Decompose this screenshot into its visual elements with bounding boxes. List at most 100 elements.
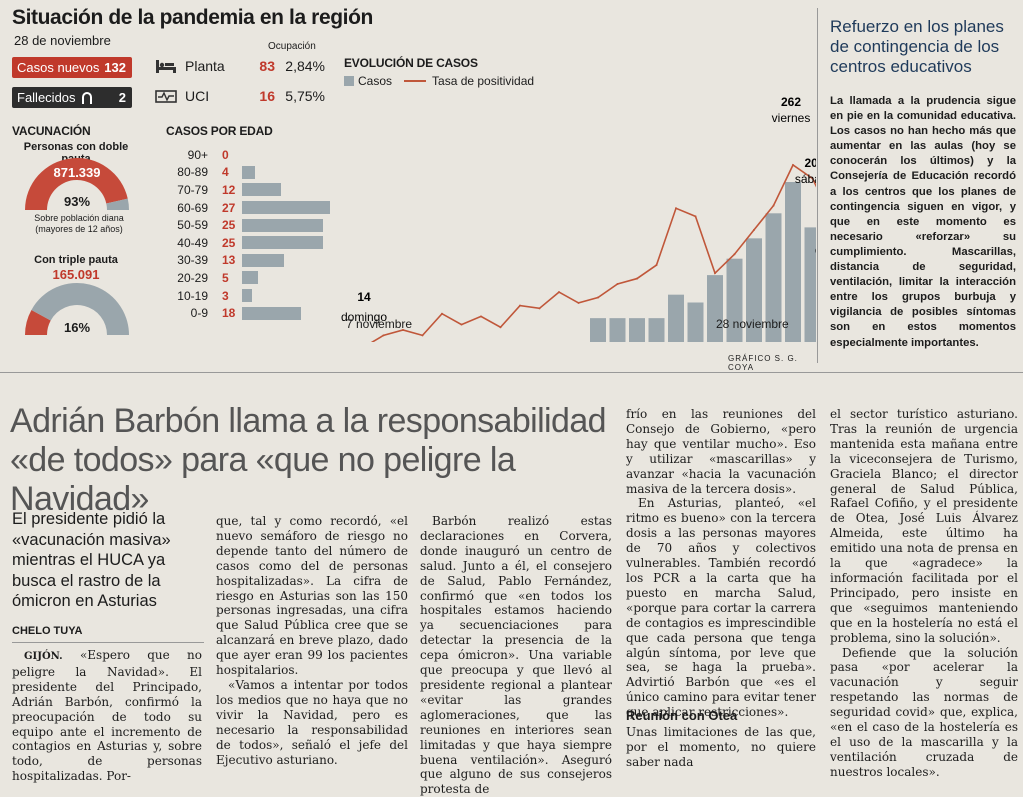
new-cases-label: Casos nuevos [17, 60, 100, 75]
age-bar [242, 271, 259, 285]
chart-annotation: domingo [815, 243, 816, 257]
triple-dose-value: 165.091 [52, 267, 100, 282]
paragraph: «Espero que no peligre la Navidad». El p… [12, 648, 202, 784]
age-row: 30-39 13 [158, 252, 338, 270]
age-label: 10-19 [177, 288, 208, 303]
positivity-point [382, 334, 385, 337]
age-row: 90+ 0 [158, 146, 338, 164]
chart-annotation: 204 [804, 156, 816, 170]
age-bar [242, 253, 285, 267]
paragraph: frío en las reuniones del Consejo de Gob… [626, 407, 816, 496]
column-divider [817, 8, 818, 363]
chart-annotation: domingo [341, 310, 387, 324]
article-column-4: frío en las reuniones del Consejo de Gob… [626, 407, 816, 720]
triple-gauge-fill [25, 309, 51, 335]
evolution-chart: 14domingo1,47%262viernes204sábado6,23%13… [341, 95, 816, 342]
case-bar [648, 318, 665, 342]
article-subhead: Reunión con Otea [626, 708, 738, 723]
paragraph: que, tal y como recordó, «el nuevo semáf… [216, 514, 408, 678]
triple-dose-heading: Con triple pauta [34, 254, 118, 266]
age-bar [242, 165, 256, 179]
deaths-label: Fallecidos [17, 90, 76, 105]
sidebar-headline: Refuerzo en los planes de contingencia d… [830, 17, 1004, 76]
age-bar [242, 201, 330, 215]
chart-annotation: 262 [781, 95, 801, 109]
case-bar [707, 275, 723, 342]
paragraph: Defiende que la solución pasa «por acele… [830, 645, 1018, 779]
new-cases-pill: Casos nuevos 132 [12, 57, 132, 78]
positivity-point [675, 207, 677, 210]
positivity-point [694, 215, 697, 218]
age-label: 0-9 [190, 306, 208, 321]
chart-legend: Casos Tasa de positividad [344, 74, 534, 88]
age-value: 27 [222, 200, 236, 215]
age-bar [242, 236, 324, 250]
paragraph: En Asturias, planteó, «el ritmo es bueno… [626, 496, 816, 720]
chart-title: EVOLUCIÓN DE CASOS [344, 56, 478, 70]
double-gauge-fill [25, 157, 128, 210]
age-value: 13 [222, 253, 236, 268]
case-bar [804, 227, 816, 342]
age-label: 80-89 [177, 165, 208, 180]
double-gauge-rest [106, 198, 129, 210]
positivity-point [597, 296, 599, 299]
article-column-5: el sector turístico asturiano. Tras la r… [830, 407, 1018, 780]
article-byline: CHELO TUYA [12, 625, 83, 637]
age-row: 50-59 25 [158, 216, 338, 234]
age-table: 90+ 0 80-89 4 70-79 12 60-69 27 50-59 25 40-49 25 30… [158, 146, 338, 322]
age-row: 70-79 12 [158, 181, 338, 199]
positivity-point [733, 253, 736, 256]
positivity-point [811, 177, 814, 180]
age-row: 10-19 3 [158, 287, 338, 305]
case-bar [609, 318, 626, 342]
graphic-title: Situación de la pandemia en la región [12, 6, 373, 29]
age-label: 30-39 [177, 253, 208, 268]
occupancy-row-uci: UCI 16 5,75% [155, 88, 325, 104]
positivity-point [792, 164, 794, 166]
occupancy-label: UCI [185, 88, 210, 104]
deaths-value: 2 [118, 90, 126, 105]
age-bar [242, 306, 301, 320]
age-row: 20-29 5 [158, 269, 338, 287]
article-headline: Adrián Barbón llama a la responsabilidad… [10, 402, 607, 518]
double-dose-value: 871.339 [53, 165, 101, 180]
chart-annotation: 14 [357, 290, 371, 304]
legend-label: Tasa de positividad [432, 74, 535, 88]
case-bar [687, 302, 704, 342]
age-label: 50-59 [177, 218, 208, 233]
occupancy-row-planta: Planta 83 2,84% [155, 58, 325, 74]
positivity-point [519, 304, 521, 307]
positivity-point [616, 282, 619, 285]
double-dose-pct: 93% [63, 194, 91, 209]
age-label: 90+ [187, 147, 208, 162]
age-heading: CASOS POR EDAD [166, 124, 273, 138]
age-bar [242, 289, 252, 303]
occupancy-heading: Ocupación [268, 41, 316, 52]
age-label: 60-69 [177, 200, 208, 215]
double-dose-gauge [25, 157, 129, 210]
age-row: 40-49 25 [158, 234, 338, 252]
age-row: 0-9 18 [158, 304, 338, 322]
age-row: 60-69 27 [158, 199, 338, 217]
positivity-point [577, 301, 580, 304]
positivity-point [714, 272, 716, 275]
paragraph: Barbón realizó estas declaraciones en Co… [420, 514, 612, 797]
case-bar [785, 182, 801, 342]
positivity-point [538, 307, 541, 310]
age-value: 3 [222, 288, 229, 303]
age-label: 70-79 [177, 182, 208, 197]
positivity-point [636, 277, 638, 280]
positivity-point [772, 204, 775, 207]
double-dose-note: Sobre población diana (mayores de 12 año… [34, 213, 124, 234]
age-value: 25 [222, 218, 236, 233]
paragraph: Unas limitaciones de las que, por el mom… [626, 725, 816, 769]
positivity-point [421, 334, 424, 337]
triple-dose-pct: 16% [63, 320, 91, 335]
occupancy-count: 16 [259, 88, 275, 104]
occupancy-label: Planta [185, 58, 225, 74]
triple-gauge-rest [31, 283, 129, 335]
age-value: 18 [222, 306, 236, 321]
graphic-date: 28 de noviembre [14, 33, 111, 48]
positivity-point [753, 228, 755, 231]
x-end-label: 28 noviembre [716, 317, 789, 331]
